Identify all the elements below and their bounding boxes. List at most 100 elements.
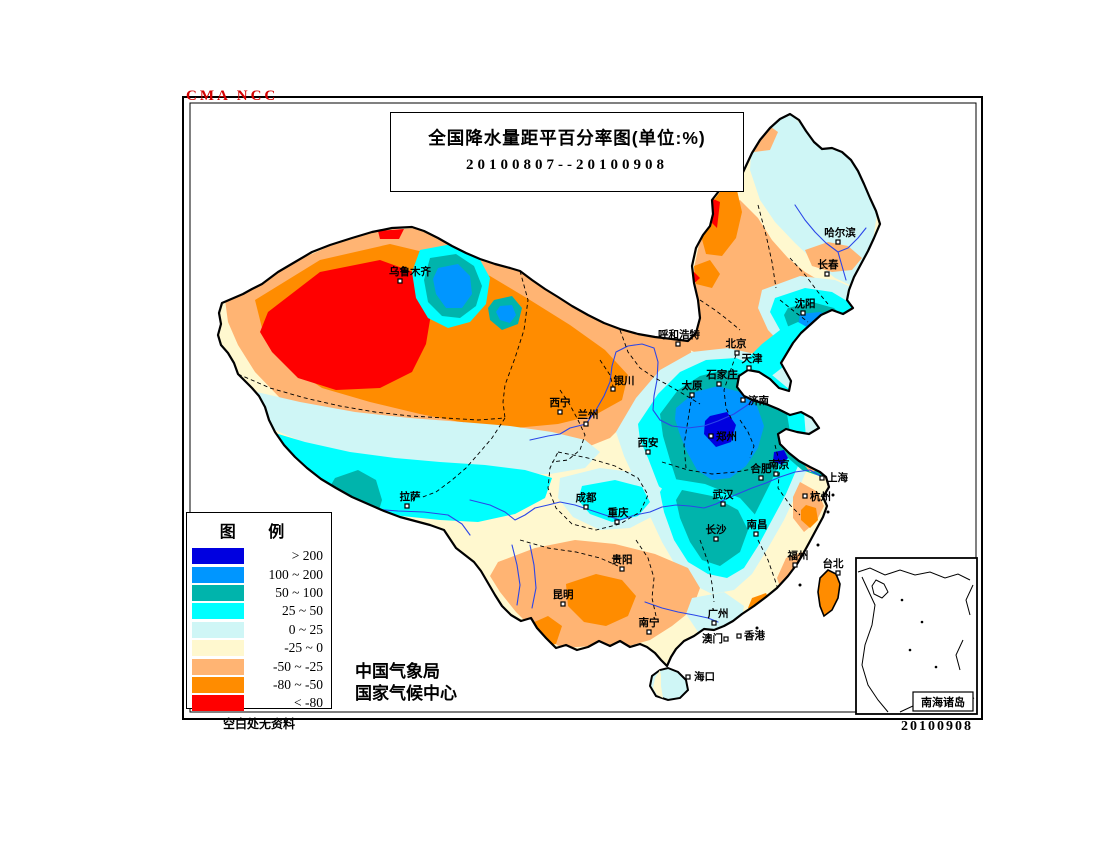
date-stamp: 20100908 [901,719,973,734]
city-marker [646,629,652,635]
rivers [319,204,867,623]
legend: 图 例 > 200 100 ~ 200 50 ~ 100 25 ~ 50 0 ~ 25 -… [186,512,332,731]
legend-title: 图 例 [219,524,299,541]
city-label: 兰州 [578,408,599,421]
city-label: 西宁 [550,396,571,409]
city-label: 重庆 [608,506,629,519]
city-marker [689,392,695,398]
city-label: 济南 [748,394,769,407]
city-marker [619,566,625,572]
city-label: 南京 [769,458,790,471]
city-marker [773,471,779,477]
city-label: 长沙 [706,523,727,536]
city-marker [711,620,717,626]
city-label: 北京 [726,337,747,350]
legend-label: < -80 [294,695,323,711]
city-marker [734,350,740,356]
city-label: 上海 [827,471,848,484]
city-label: 成都 [576,491,597,504]
taiwan-island [817,569,841,618]
city-label: 拉萨 [400,490,421,503]
attribution-center: 国家气候中心 [355,684,457,703]
map-inner-frame [189,102,977,713]
city-marker [583,421,589,427]
city-marker [720,501,726,507]
city-marker [675,341,681,347]
city-label: 贵阳 [612,553,633,566]
city-marker [835,239,841,245]
legend-row: > 200 [187,547,331,565]
hainan-west-shade [653,670,663,698]
legend-row: -80 ~ -50 [187,676,331,694]
map-date-range: 20100807--20100908 [466,157,668,173]
city-label: 福州 [787,549,809,562]
map-outer-frame [182,96,983,720]
city-marker [614,519,620,525]
city-marker [583,504,589,510]
map-title: 全国降水量距平百分率图(单位:%) [428,128,706,148]
legend-row: -25 ~ 0 [187,639,331,657]
city-marker [685,674,691,680]
legend-label: 100 ~ 200 [268,566,323,582]
south-china-sea-inset: 南海诸岛 [855,557,978,715]
legend-row: 100 ~ 200 [187,565,331,583]
legend-swatch [192,603,244,620]
city-marker [723,636,729,642]
city-label: 太原 [681,379,703,392]
inset-label-box [912,691,974,712]
city-label: 香港 [743,629,765,642]
legend-note: 空白处无资料 [222,716,295,731]
city-marker [802,493,808,499]
legend-swatch [192,584,244,601]
province-borders [237,204,829,617]
city-marker [708,433,714,439]
city-label: 西安 [638,436,659,449]
legend-swatch [192,658,244,675]
city-label: 澳门 [702,632,723,645]
legend-label: 25 ~ 50 [281,603,323,619]
legend-row: 25 ~ 50 [187,602,331,620]
city-marker [397,278,403,284]
city-label: 石家庄 [705,368,738,381]
city-marker [753,531,759,537]
legend-swatch [192,695,244,712]
city-marker [610,386,616,392]
coastal-islands [755,493,835,630]
city-marker [560,601,566,607]
city-marker [746,365,752,371]
city-marker [835,570,841,576]
title-box: 全国降水量距平百分率图(单位:%) 20100807--20100908 [390,112,744,192]
legend-label: 0 ~ 25 [288,621,323,637]
city-label: 乌鲁木齐 [389,265,431,278]
legend-swatch [192,621,244,638]
city-marker [800,310,806,316]
city-label: 长春 [818,258,839,271]
city-marker [736,633,742,639]
city-label: 郑州 [716,430,737,443]
legend-rows: > 200 100 ~ 200 50 ~ 100 25 ~ 50 0 ~ 25 -25 ~… [187,547,331,713]
city-marker [557,409,563,415]
legend-swatch [192,640,244,657]
legend-row: < -80 [187,694,331,712]
legend-swatch [192,676,244,693]
city-label: 杭州 [810,490,831,503]
city-marker [713,536,719,542]
city-marker [819,475,825,481]
city-label: 武汉 [713,488,734,501]
city-marker [404,503,410,509]
city-marker [645,449,651,455]
legend-swatch [192,566,244,583]
city-label: 沈阳 [795,297,816,310]
city-label: 合肥 [750,462,772,475]
city-label: 昆明 [553,589,574,601]
city-label: 南宁 [639,616,660,629]
city-label: 天津 [742,352,763,365]
city-label: 呼和浩特 [658,328,700,341]
attribution: 中国气象局 国家气候中心 [355,661,457,705]
city-marker [716,381,722,387]
legend-row: 50 ~ 100 [187,584,331,602]
legend-label: 50 ~ 100 [275,584,323,600]
city-label: 海口 [694,670,715,683]
legend-label: > 200 [291,548,323,564]
